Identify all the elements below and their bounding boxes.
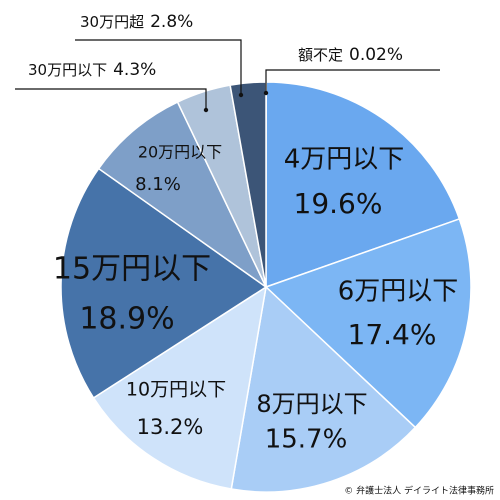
- slice-label: 額不定 0.02%: [298, 45, 403, 65]
- slice-value-label: 2.8%: [150, 12, 193, 32]
- slice-category-label: 6万円以下: [338, 277, 459, 307]
- slice-category-label: 10万円以下: [126, 379, 226, 401]
- slice-value-label: 8.1%: [135, 174, 181, 195]
- pie-slice: [60, 167, 268, 399]
- leader-line: [15, 88, 207, 110]
- slice-category-label: 30万円超: [80, 13, 144, 31]
- slice-category-label: 4万円以下: [284, 145, 405, 175]
- slice-value-label: 19.6%: [294, 187, 383, 220]
- slice-value-label: 0.02%: [349, 45, 403, 65]
- slice-category-label: 8万円以下: [256, 390, 367, 418]
- pie-slice: [97, 101, 268, 290]
- slice-value-label: 13.2%: [137, 415, 204, 439]
- slice-value-label: 18.9%: [79, 302, 174, 337]
- credit: © 弁護士法人 デイライト法律事務所: [344, 485, 494, 497]
- pie-slice: [230, 285, 417, 493]
- pie-slice: [264, 218, 472, 429]
- slice-value-label: 4.3%: [113, 60, 156, 80]
- leader-line: [75, 39, 242, 95]
- leader-dot: [238, 92, 244, 98]
- slice-label: 30万円超 2.8%: [80, 12, 193, 32]
- slice-category-label: 額不定: [298, 46, 343, 64]
- pie-slice: [92, 285, 268, 490]
- slice-category-label: 30万円以下: [28, 61, 107, 79]
- slice-value-label: 15.7%: [265, 425, 348, 455]
- slice-value-label: 17.4%: [348, 318, 437, 351]
- slice-label: 30万円以下 4.3%: [28, 60, 156, 80]
- leader-dot: [263, 90, 269, 96]
- slice-category-label: 20万円以下: [138, 143, 222, 162]
- leader-line: [265, 69, 440, 93]
- leader-dot: [203, 107, 209, 113]
- slice-category-label: 15万円以下: [53, 252, 211, 287]
